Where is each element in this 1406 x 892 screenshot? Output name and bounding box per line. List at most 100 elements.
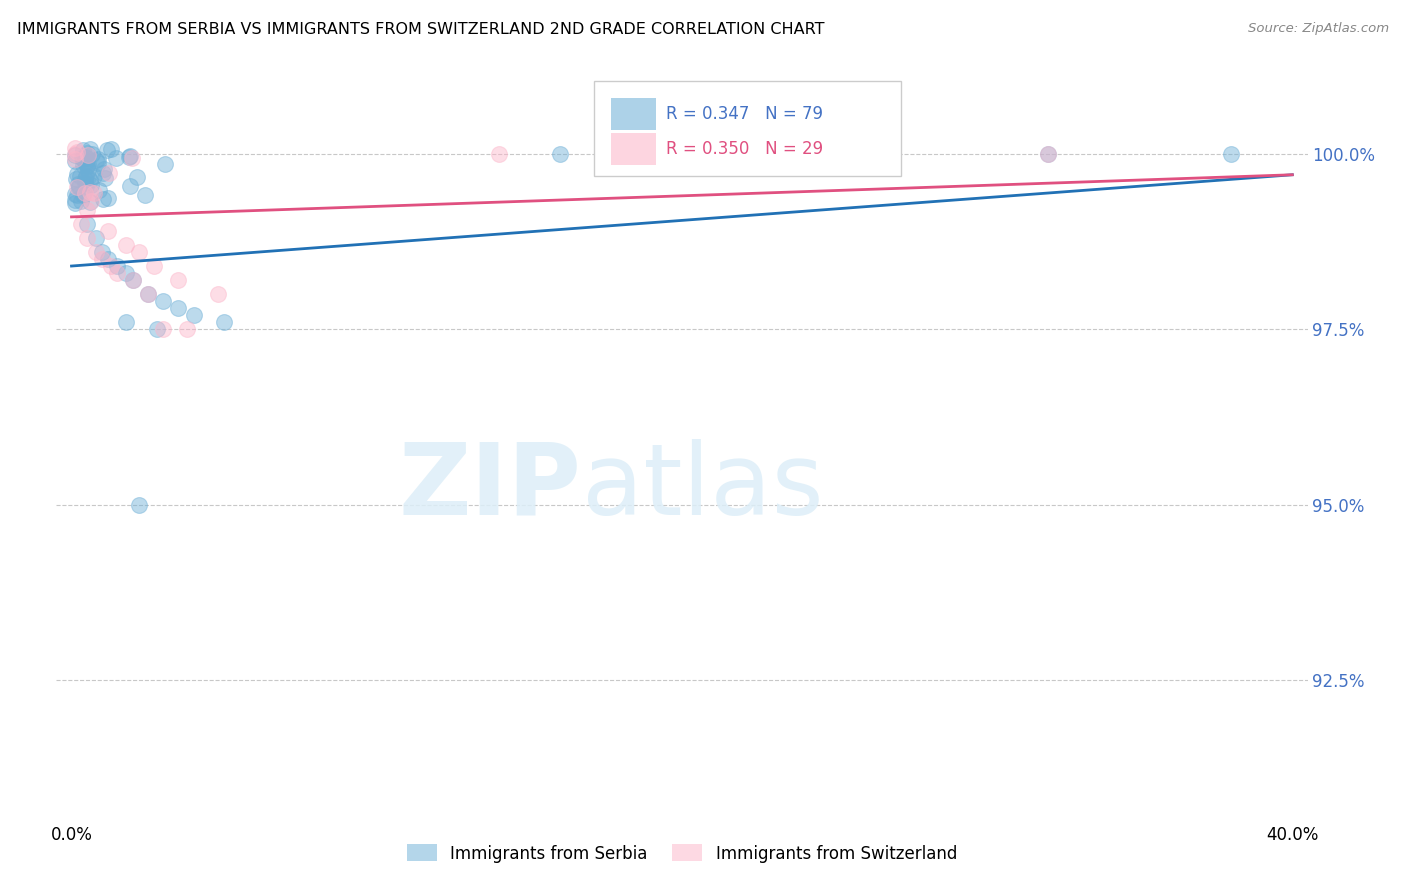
Point xyxy=(121,273,143,287)
Point xyxy=(97,224,120,238)
Legend: Immigrants from Serbia, Immigrants from Switzerland: Immigrants from Serbia, Immigrants from … xyxy=(401,838,963,869)
Point xyxy=(76,151,98,165)
Text: R = 0.347   N = 79: R = 0.347 N = 79 xyxy=(665,105,823,123)
Point xyxy=(87,153,110,167)
Point xyxy=(67,178,90,193)
Point xyxy=(86,155,108,169)
Point xyxy=(100,142,122,156)
Point xyxy=(136,287,159,301)
Point xyxy=(76,146,98,161)
Point xyxy=(69,194,91,208)
Point xyxy=(72,143,94,157)
Point xyxy=(1036,146,1059,161)
Point xyxy=(115,315,138,329)
Point xyxy=(75,156,97,170)
Point xyxy=(105,266,128,280)
Point xyxy=(72,158,94,172)
Point xyxy=(176,322,198,336)
Point xyxy=(146,322,169,336)
Point xyxy=(93,162,115,177)
Point xyxy=(63,146,86,161)
Point xyxy=(79,142,101,156)
Point xyxy=(94,170,117,185)
Point xyxy=(105,259,128,273)
Point xyxy=(72,187,94,202)
Text: Source: ZipAtlas.com: Source: ZipAtlas.com xyxy=(1249,22,1389,36)
Point xyxy=(128,245,150,260)
Point xyxy=(77,157,100,171)
Point xyxy=(66,177,89,191)
Point xyxy=(66,180,89,194)
Point xyxy=(153,157,176,171)
Point xyxy=(83,169,105,183)
Point xyxy=(70,151,93,165)
Point xyxy=(548,146,571,161)
Point xyxy=(84,231,107,245)
Point xyxy=(76,217,98,231)
Text: R = 0.350   N = 29: R = 0.350 N = 29 xyxy=(665,140,823,158)
Point xyxy=(63,148,86,162)
Point xyxy=(97,191,120,205)
Point xyxy=(75,178,97,193)
Point xyxy=(69,169,91,184)
FancyBboxPatch shape xyxy=(610,133,655,165)
Point xyxy=(84,153,107,168)
Point xyxy=(125,169,148,184)
Point xyxy=(79,195,101,210)
Point xyxy=(152,322,174,336)
Point xyxy=(80,194,103,208)
FancyBboxPatch shape xyxy=(610,98,655,130)
Point xyxy=(63,154,86,169)
Point xyxy=(1036,146,1059,161)
Point xyxy=(73,186,96,201)
Point xyxy=(121,151,143,165)
FancyBboxPatch shape xyxy=(595,81,901,177)
Point xyxy=(207,287,229,301)
Point xyxy=(97,252,120,266)
Point xyxy=(152,294,174,309)
Point xyxy=(76,231,98,245)
Point xyxy=(167,273,190,287)
Point xyxy=(91,245,114,260)
Point xyxy=(82,146,104,161)
Point xyxy=(75,169,97,183)
Point xyxy=(120,148,142,162)
Point xyxy=(118,150,141,164)
Point xyxy=(63,152,86,166)
Point xyxy=(66,167,89,181)
Point xyxy=(63,195,86,210)
Point xyxy=(100,259,122,273)
Point xyxy=(83,186,105,201)
Point xyxy=(98,166,121,180)
Point xyxy=(76,159,98,173)
Point xyxy=(66,145,89,159)
Point xyxy=(79,172,101,186)
Point xyxy=(134,188,156,202)
Point xyxy=(79,185,101,199)
Point xyxy=(142,259,165,273)
Point xyxy=(89,183,111,197)
Point xyxy=(91,166,114,180)
Point xyxy=(77,147,100,161)
Point xyxy=(66,188,89,202)
Text: IMMIGRANTS FROM SERBIA VS IMMIGRANTS FROM SWITZERLAND 2ND GRADE CORRELATION CHAR: IMMIGRANTS FROM SERBIA VS IMMIGRANTS FRO… xyxy=(17,22,824,37)
Point xyxy=(488,146,510,161)
Point xyxy=(183,308,205,322)
Point xyxy=(75,150,97,164)
Text: ZIP: ZIP xyxy=(399,439,582,535)
Point xyxy=(115,266,138,280)
Point xyxy=(73,155,96,169)
Point xyxy=(80,178,103,192)
Point xyxy=(65,171,87,186)
Point xyxy=(1220,146,1243,161)
Point xyxy=(104,151,127,165)
Point xyxy=(77,169,100,184)
Point xyxy=(84,245,107,260)
Point xyxy=(115,238,138,252)
Point xyxy=(67,180,90,194)
Point xyxy=(96,143,118,157)
Text: atlas: atlas xyxy=(582,439,824,535)
Point xyxy=(63,193,86,207)
Point xyxy=(121,273,143,287)
Point xyxy=(120,178,142,193)
